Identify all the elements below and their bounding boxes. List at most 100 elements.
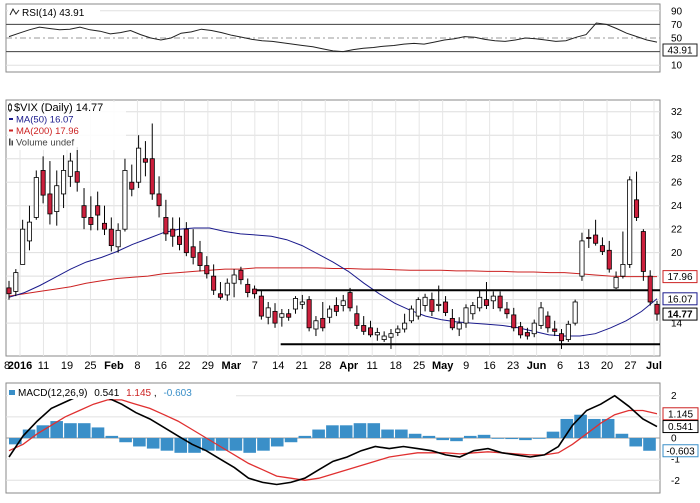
rsi-line xyxy=(8,22,658,53)
candle-down xyxy=(74,171,80,183)
macd-histogram-bar xyxy=(546,431,560,438)
candle-up xyxy=(627,179,633,265)
x-tick-label: 11 xyxy=(367,360,378,372)
x-tick-label: 9 xyxy=(463,360,469,372)
candle-up xyxy=(67,160,73,177)
macd-histogram-bar xyxy=(174,438,188,453)
candle-up xyxy=(265,307,271,318)
candle-down xyxy=(183,228,189,254)
rsi-current-marker: 43.91 xyxy=(667,46,692,57)
candle-up xyxy=(231,274,237,284)
x-tick-label: 25 xyxy=(413,360,425,372)
macd-histogram-bar xyxy=(643,438,656,451)
x-tick-label: 28 xyxy=(319,360,331,372)
candle-down xyxy=(354,313,360,326)
price-tick-label: 30 xyxy=(671,131,683,142)
candle-down xyxy=(101,222,108,230)
rsi-tick-label: 70 xyxy=(671,20,683,31)
candle-up xyxy=(292,298,298,310)
macd-histogram-bar xyxy=(229,438,243,451)
rsi-current-marker-box xyxy=(662,43,698,57)
candle-down xyxy=(238,269,244,281)
legend-label: MA(50) 16.07 xyxy=(16,115,74,126)
macd-histogram-bar xyxy=(615,433,629,438)
candle-down xyxy=(170,228,176,237)
candle-down xyxy=(545,315,551,329)
x-tick-label: 23 xyxy=(507,360,519,372)
candle-up xyxy=(477,296,483,309)
macd-histogram-bar xyxy=(491,438,505,439)
legend-label: MA(200) 17.96 xyxy=(16,126,79,137)
candle-down xyxy=(88,217,94,225)
candle-up xyxy=(415,299,421,317)
legend-swatch xyxy=(9,138,11,146)
candle-down xyxy=(429,299,435,312)
candle-up xyxy=(299,301,305,305)
macd-signal-line xyxy=(8,399,658,481)
price-tick-label: 28 xyxy=(671,154,683,165)
candle-down xyxy=(6,287,12,295)
x-tick-label: Jun xyxy=(527,360,547,372)
macd-title-hist-value: -0.603 xyxy=(163,388,192,399)
rsi-panel: 9070503010 43.91 RSI(14) 43.91 xyxy=(5,3,698,73)
candle-down xyxy=(483,299,489,306)
price-tick-label: 20 xyxy=(671,248,683,259)
macd-title-bg xyxy=(8,386,236,399)
macd-histogram-bar xyxy=(560,418,574,438)
candle-down xyxy=(518,326,524,336)
candle-down xyxy=(149,158,155,195)
candle-up xyxy=(13,272,19,292)
macd-histogram-bar xyxy=(119,438,132,443)
candle-down xyxy=(606,249,612,270)
macd-histogram-bar xyxy=(284,438,298,443)
price-marker-box xyxy=(662,270,698,284)
legend-label: Volume undef xyxy=(16,138,74,149)
candle-up xyxy=(395,328,401,333)
candle-down xyxy=(320,318,326,329)
x-tick-label: 22 xyxy=(178,360,190,372)
macd-histogram-bar xyxy=(505,438,518,440)
macd-title-label: MACD(12,26,9) xyxy=(18,388,87,399)
candle-up xyxy=(436,303,442,306)
candle-down xyxy=(552,328,558,332)
x-tick-label: 14 xyxy=(272,360,284,372)
x-tick-label: 29 xyxy=(202,360,214,372)
candle-down xyxy=(81,205,87,218)
macd-histogram-bar xyxy=(395,429,408,438)
macd-histogram-bar xyxy=(450,438,463,442)
candle-up xyxy=(620,264,626,277)
candle-up xyxy=(490,295,496,302)
candle-up xyxy=(54,185,60,212)
candle-down xyxy=(504,308,510,315)
candle-down xyxy=(47,193,53,215)
candle-up xyxy=(463,307,469,324)
macd-histogram-bar xyxy=(477,434,491,438)
candle-down xyxy=(156,193,162,207)
legend-swatch xyxy=(11,140,13,146)
x-tick-label: Mar xyxy=(222,360,242,372)
macd-histogram-bar xyxy=(601,418,615,438)
macd-histogram-bar xyxy=(326,425,339,438)
candle-down xyxy=(142,158,148,163)
x-tick-label: Apr xyxy=(339,360,359,372)
candle-down xyxy=(177,235,183,245)
rsi-tick-label: 90 xyxy=(671,6,683,17)
candle-up xyxy=(20,228,26,265)
candle-down xyxy=(129,181,135,190)
candle-down xyxy=(511,314,517,329)
macd-histogram-bar xyxy=(91,427,105,438)
macd-histogram-bar xyxy=(22,429,36,438)
candle-up xyxy=(538,307,544,326)
candle-up xyxy=(224,282,230,296)
x-tick-label: May xyxy=(432,360,454,372)
macd-histogram-bar xyxy=(77,423,91,438)
macd-tick-label: 0 xyxy=(671,434,677,445)
macd-title-signal-value: 1.145 xyxy=(126,388,151,399)
macd-title: MACD(12,26,9) 0.541 1.145 , -0.603 xyxy=(18,388,192,399)
macd-title-comma: , xyxy=(154,388,157,399)
macd-histogram-bar xyxy=(105,435,119,438)
macd-histogram-bar xyxy=(629,438,643,447)
candle-up xyxy=(136,147,142,183)
candles xyxy=(6,123,660,349)
